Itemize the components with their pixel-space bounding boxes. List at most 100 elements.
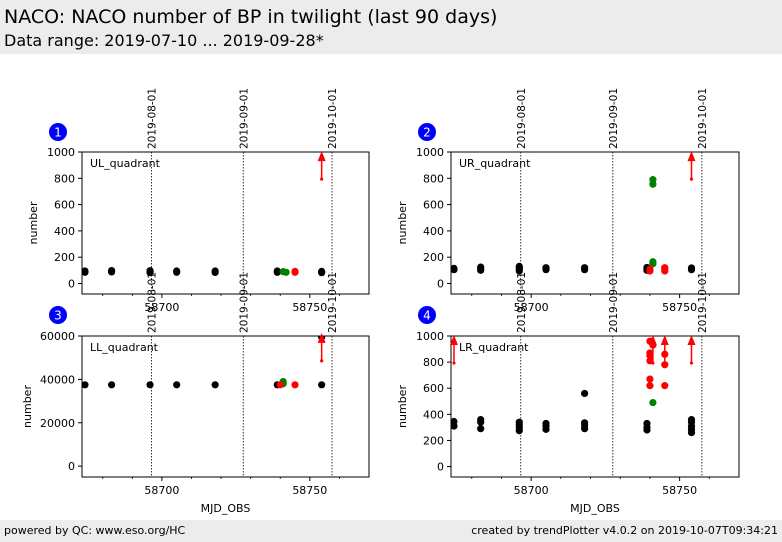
page-title: NACO: NACO number of BP in twilight (las… [4,6,498,28]
date-label: 2019-10-01 [697,272,709,333]
panel-number-badge [49,306,67,324]
data-points [451,337,696,437]
footer-bar: powered by QC: www.eso.org/HC created by… [0,520,782,542]
data-point-green [282,268,290,276]
y-tick-label: 0 [68,277,75,290]
data-point-black [82,267,89,275]
data-point-black [107,266,116,275]
x-tick-label: 58750 [292,301,327,314]
data-range-subtitle: Data range: 2019-07-10 ... 2019-09-28* [4,31,324,50]
panel-number-badge [49,123,67,141]
data-point-red [646,382,654,390]
y-tick-label: 400 [423,408,444,421]
date-label: 2019-09-01 [608,272,620,333]
outlier-arrow-base [452,361,456,365]
data-point-black [542,419,550,428]
y-tick-label: 20000 [40,417,75,430]
axes-frame [450,151,740,295]
data-point-black [643,419,651,428]
outlier-arrow-base [320,359,324,363]
data-point-green [649,180,657,188]
data-point-green [649,258,657,266]
date-label: 2019-09-01 [608,88,620,149]
y-tick-label: 1000 [416,146,444,159]
data-point-black [318,267,326,275]
y-tick-label: 800 [423,356,444,369]
y-axis-label: number [396,385,409,428]
header-bar: NACO: NACO number of BP in twilight (las… [0,0,782,54]
panel-2: 2019-08-01 2019-09-01 2019-10-01 58700 58750… [396,88,740,314]
y-tick-label: 200 [423,251,444,264]
outlier-arrow-base [651,361,655,365]
date-label: 2019-08-01 [516,88,528,149]
data-point-black [542,264,550,272]
panel-number: 1 [54,126,62,140]
x-tick-label: 58700 [144,484,179,497]
panel-number: 3 [54,309,62,323]
x-tick-label: 58750 [292,484,327,497]
outlier-arrow-base [689,177,694,181]
data-point-black [515,262,523,270]
outlier-arrow-base [689,361,694,365]
plots-canvas: 2019-08-01 2019-09-01 2019-10-01 58700 58750… [21,88,740,515]
data-points [451,176,696,275]
y-axis-label: number [21,385,34,428]
axes-frame [450,335,740,478]
y-tick-label: 1000 [416,330,444,343]
y-tick-label: 400 [54,225,75,238]
date-label: 2019-08-01 [147,88,159,149]
x-tick-label: 58750 [662,301,697,314]
x-tick-label: 58700 [514,301,549,314]
y-axis-label: number [27,201,40,244]
date-label: 2019-08-01 [516,272,528,333]
data-point-red [661,264,669,272]
data-point-green [649,398,657,407]
data-point-black [211,267,219,275]
x-axis-label: MJD_OBS [570,502,620,515]
data-point-black [173,381,181,389]
data-point-black [107,381,116,389]
x-tick-label: 58700 [514,484,549,497]
outlier-arrow-head [317,332,326,343]
axes-frame [81,151,370,295]
quadrant-label: UL_quadrant [90,157,161,170]
y-tick-label: 600 [54,199,75,212]
y-tick-label: 800 [423,172,444,185]
date-label: 2019-10-01 [327,88,339,149]
data-point-red [646,375,654,383]
data-point-black [273,267,281,275]
panel-4: 2019-08-01 2019-09-01 2019-10-01 58700 58750… [396,272,740,515]
y-axis-label: number [396,201,409,244]
quadrant-label: UR_quadrant [459,157,531,170]
data-point-red [661,382,669,390]
data-point-black [146,267,154,275]
y-tick-label: 200 [423,434,444,447]
quadrant-label: LL_quadrant [90,341,159,354]
y-tick-label: 600 [423,199,444,212]
x-tick-label: 58750 [662,484,697,497]
date-label: 2019-10-01 [697,88,709,149]
y-tick-label: 200 [54,251,75,264]
data-point-black [173,267,181,275]
footer-powered-by: powered by QC: www.eso.org/HC [4,524,186,537]
data-point-black [82,381,89,389]
outlier-arrow-base [320,177,324,181]
data-point-black [451,417,458,426]
data-point-black [687,264,696,272]
data-point-black [581,389,589,398]
data-point-black [451,264,458,272]
data-point-black [687,415,696,424]
data-point-black [581,264,589,272]
date-label: 2019-09-01 [238,272,250,333]
data-point-black [211,381,219,389]
outlier-arrow-head [687,151,696,162]
y-tick-label: 40000 [40,373,75,386]
y-tick-label: 1000 [47,146,75,159]
panel-number: 4 [423,309,431,323]
panel-3: 2019-08-01 2019-09-01 2019-10-01 58700 58750… [21,272,370,515]
date-label: 2019-10-01 [327,272,339,333]
y-tick-label: 400 [423,225,444,238]
y-tick-label: 0 [437,461,444,474]
data-point-black [477,415,485,424]
x-axis-label: MJD_OBS [201,502,251,515]
